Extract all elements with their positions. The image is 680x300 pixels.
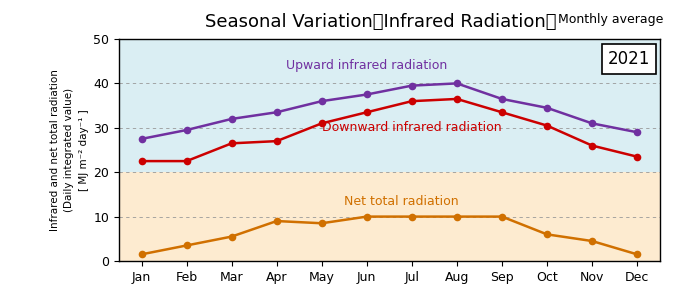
Text: Monthly average: Monthly average	[558, 14, 663, 26]
Bar	[119, 39, 660, 172]
Bar	[119, 172, 660, 261]
Text: Seasonal Variation（Infrared Radiation）: Seasonal Variation（Infrared Radiation）	[205, 14, 556, 32]
Text: Upward infrared radiation: Upward infrared radiation	[286, 59, 447, 72]
Text: Net total radiation: Net total radiation	[344, 195, 459, 208]
Text: Downward infrared radiation: Downward infrared radiation	[322, 122, 501, 134]
Y-axis label: Infrared and net total radiation
(Daily integrated value)
[ MJ m⁻² day⁻¹ ]: Infrared and net total radiation (Daily …	[50, 69, 89, 231]
Text: 2021: 2021	[608, 50, 651, 68]
